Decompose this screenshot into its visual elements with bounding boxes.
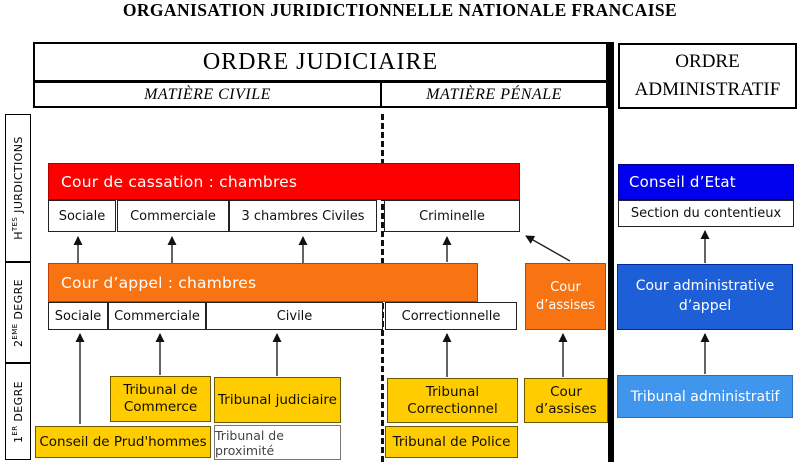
degree-label-rest: DEGRE [11, 380, 25, 425]
tribunal-de-commerce-box: Tribunal de Commerce [110, 376, 211, 422]
tribunal-judiciaire-box: Tribunal judiciaire [214, 377, 341, 423]
ordre-administratif-header: ORDRE ADMINISTRATIF [618, 43, 797, 109]
cassation-chambre-commerciale: Commerciale [117, 200, 229, 232]
degree-label-sup: ER [11, 424, 20, 436]
matiere-header-row: MATIÈRE CIVILE MATIÈRE PÉNALE [33, 82, 608, 108]
cour-de-cassation-box: Cour de cassation : chambres [48, 163, 520, 200]
appel-chambre-civile: Civile [206, 302, 383, 330]
appel-chambre-commerciale: Commerciale [108, 302, 206, 330]
degree-label-text: 2 [11, 339, 25, 347]
section-du-contentieux-box: Section du contentieux [618, 200, 794, 227]
degree-label-rest: JURDICTIONS [11, 136, 25, 217]
matiere-penale-header: MATIÈRE PÉNALE [426, 85, 562, 103]
cassation-chambres-civiles: 3 chambres Civiles [229, 200, 377, 232]
cour-administrative-dappel-box: Cour administrative d’appel [617, 264, 793, 330]
degree-label-hautes-juridictions: HTES JURDICTIONS [5, 114, 31, 262]
matiere-divider [380, 83, 382, 106]
cour-dassises-premier-degre-box: Cour d’assises [524, 378, 608, 423]
appel-chambre-sociale: Sociale [48, 302, 108, 330]
degree-label-sup: TES [11, 216, 20, 232]
order-separator-line [608, 42, 614, 462]
cour-dappel-box: Cour d’appel : chambres [48, 263, 478, 302]
matiere-civile-header: MATIÈRE CIVILE [144, 85, 271, 103]
tribunal-correctionnel-box: Tribunal Correctionnel [387, 378, 518, 423]
appel-chambre-correctionnelle: Correctionnelle [385, 302, 517, 330]
cour-dassises-appel-box: Cour d’assises [525, 263, 606, 330]
conseil-detat-box: Conseil d’Etat [618, 164, 794, 200]
ordre-judiciaire-header: ORDRE JUDICIAIRE [33, 42, 608, 82]
degree-label-sup: EME [11, 322, 20, 340]
cassation-chambre-sociale: Sociale [48, 200, 116, 232]
tribunal-de-police-box: Tribunal de Police [385, 426, 518, 458]
degree-label-2eme-degre: 2EME DEGRE [5, 262, 31, 363]
tribunal-administratif-box: Tribunal administratif [617, 375, 793, 418]
degree-label-text: 1 [11, 435, 25, 443]
degree-label-rest: DEGRE [11, 278, 25, 323]
degree-label-text: H [11, 231, 25, 240]
arrow-assises-to-criminelle [525, 235, 571, 262]
diagram-title: ORGANISATION JURIDICTIONNELLE NATIONALE … [122, 0, 678, 20]
tribunal-de-proximite-box: Tribunal de proximité [214, 425, 341, 460]
degree-label-1er-degre: 1ER DEGRE [5, 363, 31, 460]
conseil-de-prudhommes-box: Conseil de Prud'hommes [35, 426, 211, 458]
cassation-chambre-criminelle: Criminelle [384, 200, 520, 232]
